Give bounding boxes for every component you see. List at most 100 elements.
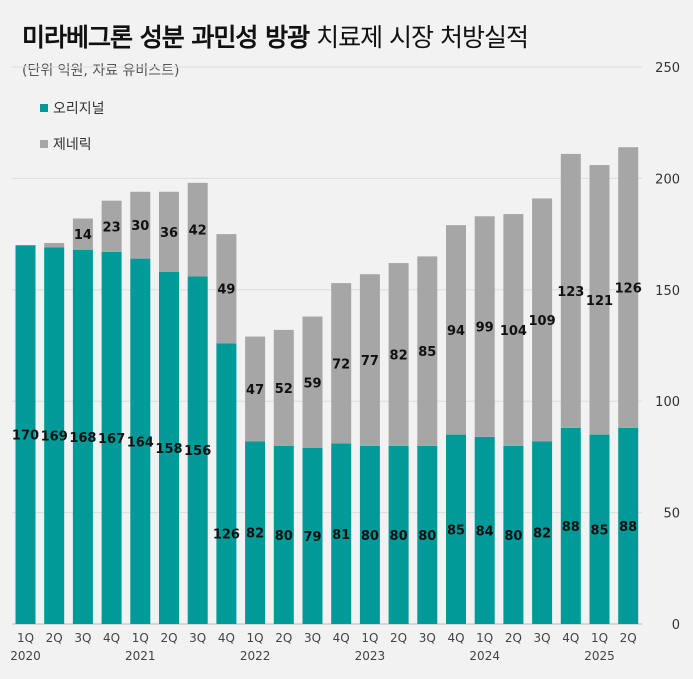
data-label-generic: 47 (246, 383, 264, 398)
bar-original (331, 443, 352, 624)
bar-original (503, 445, 524, 624)
bar-generic (618, 147, 639, 428)
y-tick-label: 0 (672, 618, 680, 633)
data-label-generic: 36 (160, 226, 178, 241)
x-tick-label: 3Q (189, 631, 206, 645)
x-year-label: 2021 (125, 649, 156, 663)
bar-generic (589, 165, 610, 435)
bar-generic (187, 182, 208, 277)
bar-generic (560, 153, 581, 428)
x-tick-label: 4Q (562, 631, 579, 645)
bar-original (245, 441, 266, 624)
y-tick-label: 200 (655, 172, 680, 187)
bar-original (302, 447, 323, 624)
bar-original (130, 258, 151, 624)
legend-item-original: 오리지널 (40, 99, 105, 117)
bar-generic (331, 283, 352, 444)
data-label-generic: 123 (557, 285, 584, 300)
legend: 오리지널 제네릭 (40, 99, 105, 171)
data-label-original: 88 (619, 520, 637, 535)
data-label-generic: 72 (332, 357, 350, 372)
data-label-original: 79 (303, 530, 321, 545)
x-tick-label: 4Q (218, 631, 235, 645)
data-label-original: 126 (213, 528, 240, 543)
x-tick-label: 4Q (447, 631, 464, 645)
data-label-original: 82 (533, 527, 551, 542)
x-tick-label: 2Q (160, 631, 177, 645)
x-tick-label: 4Q (333, 631, 350, 645)
data-label-original: 156 (184, 444, 211, 459)
bar-original (216, 343, 237, 624)
y-tick-label: 250 (655, 61, 680, 76)
bar-generic (532, 198, 553, 442)
data-label-original: 81 (332, 528, 350, 543)
title-rest: 치료제 시장 처방실적 (309, 23, 529, 52)
data-label-generic: 99 (476, 321, 494, 336)
data-label-original: 84 (476, 524, 494, 539)
data-label-original: 158 (155, 442, 182, 457)
legend-swatch-original (40, 104, 48, 112)
bar-original (618, 427, 639, 624)
data-label-generic: 109 (529, 314, 556, 329)
data-label-generic: 126 (615, 282, 642, 297)
bar-generic (388, 263, 409, 446)
data-label-original: 80 (275, 529, 293, 544)
bar-original (101, 251, 122, 624)
bar-original (44, 247, 65, 624)
x-tick-label: 3Q (419, 631, 436, 645)
bar-original (15, 245, 36, 625)
bar-generic (72, 218, 93, 250)
bar-generic (245, 336, 266, 442)
data-label-original: 80 (361, 529, 379, 544)
data-label-generic: 104 (500, 324, 527, 339)
bar-generic (101, 200, 122, 252)
x-tick-label: 1Q (361, 631, 378, 645)
x-year-label: 2020 (10, 649, 41, 663)
legend-label-original: 오리지널 (53, 101, 105, 117)
bar-generic (273, 329, 294, 446)
data-label-generic: 30 (131, 219, 149, 234)
y-tick-label: 100 (655, 395, 680, 410)
data-label-original: 85 (590, 523, 608, 538)
data-label-generic: 121 (586, 294, 613, 309)
bar-generic (474, 216, 495, 437)
x-tick-label: 2Q (620, 631, 637, 645)
x-tick-label: 1Q (591, 631, 608, 645)
x-tick-label: 2Q (505, 631, 522, 645)
data-label-original: 167 (98, 432, 125, 447)
data-label-original: 168 (69, 431, 96, 446)
bar-original (187, 276, 208, 624)
legend-label-generic: 제네릭 (53, 137, 92, 153)
legend-item-generic: 제네릭 (40, 135, 105, 153)
bar-original (446, 434, 466, 624)
data-label-generic: 85 (418, 345, 436, 360)
title-highlight: 과민성 방광 (191, 23, 310, 52)
data-label-generic: 42 (189, 224, 207, 239)
data-label-original: 80 (390, 529, 408, 544)
x-tick-label: 1Q (476, 631, 493, 645)
data-label-original: 85 (447, 523, 465, 538)
bar-original (159, 271, 179, 624)
x-tick-label: 2Q (46, 631, 63, 645)
bar-generic (302, 316, 323, 448)
data-label-original: 88 (562, 520, 580, 535)
x-tick-label: 3Q (534, 631, 551, 645)
x-year-label: 2023 (355, 649, 386, 663)
bar-generic (216, 234, 237, 344)
bar-generic (446, 225, 466, 435)
data-label-original: 80 (504, 529, 522, 544)
bar-original (72, 249, 93, 625)
bar-generic (44, 243, 65, 248)
bar-original (417, 445, 438, 624)
data-label-generic: 94 (447, 324, 465, 339)
data-label-generic: 52 (275, 382, 293, 397)
x-tick-label: 4Q (103, 631, 120, 645)
data-label-generic: 59 (303, 376, 321, 391)
bar-generic (417, 256, 438, 446)
bar-original (560, 427, 581, 624)
legend-swatch-generic (40, 140, 48, 148)
data-label-original: 170 (12, 429, 39, 444)
data-label-original: 169 (41, 430, 68, 445)
x-year-label: 2024 (469, 649, 500, 663)
